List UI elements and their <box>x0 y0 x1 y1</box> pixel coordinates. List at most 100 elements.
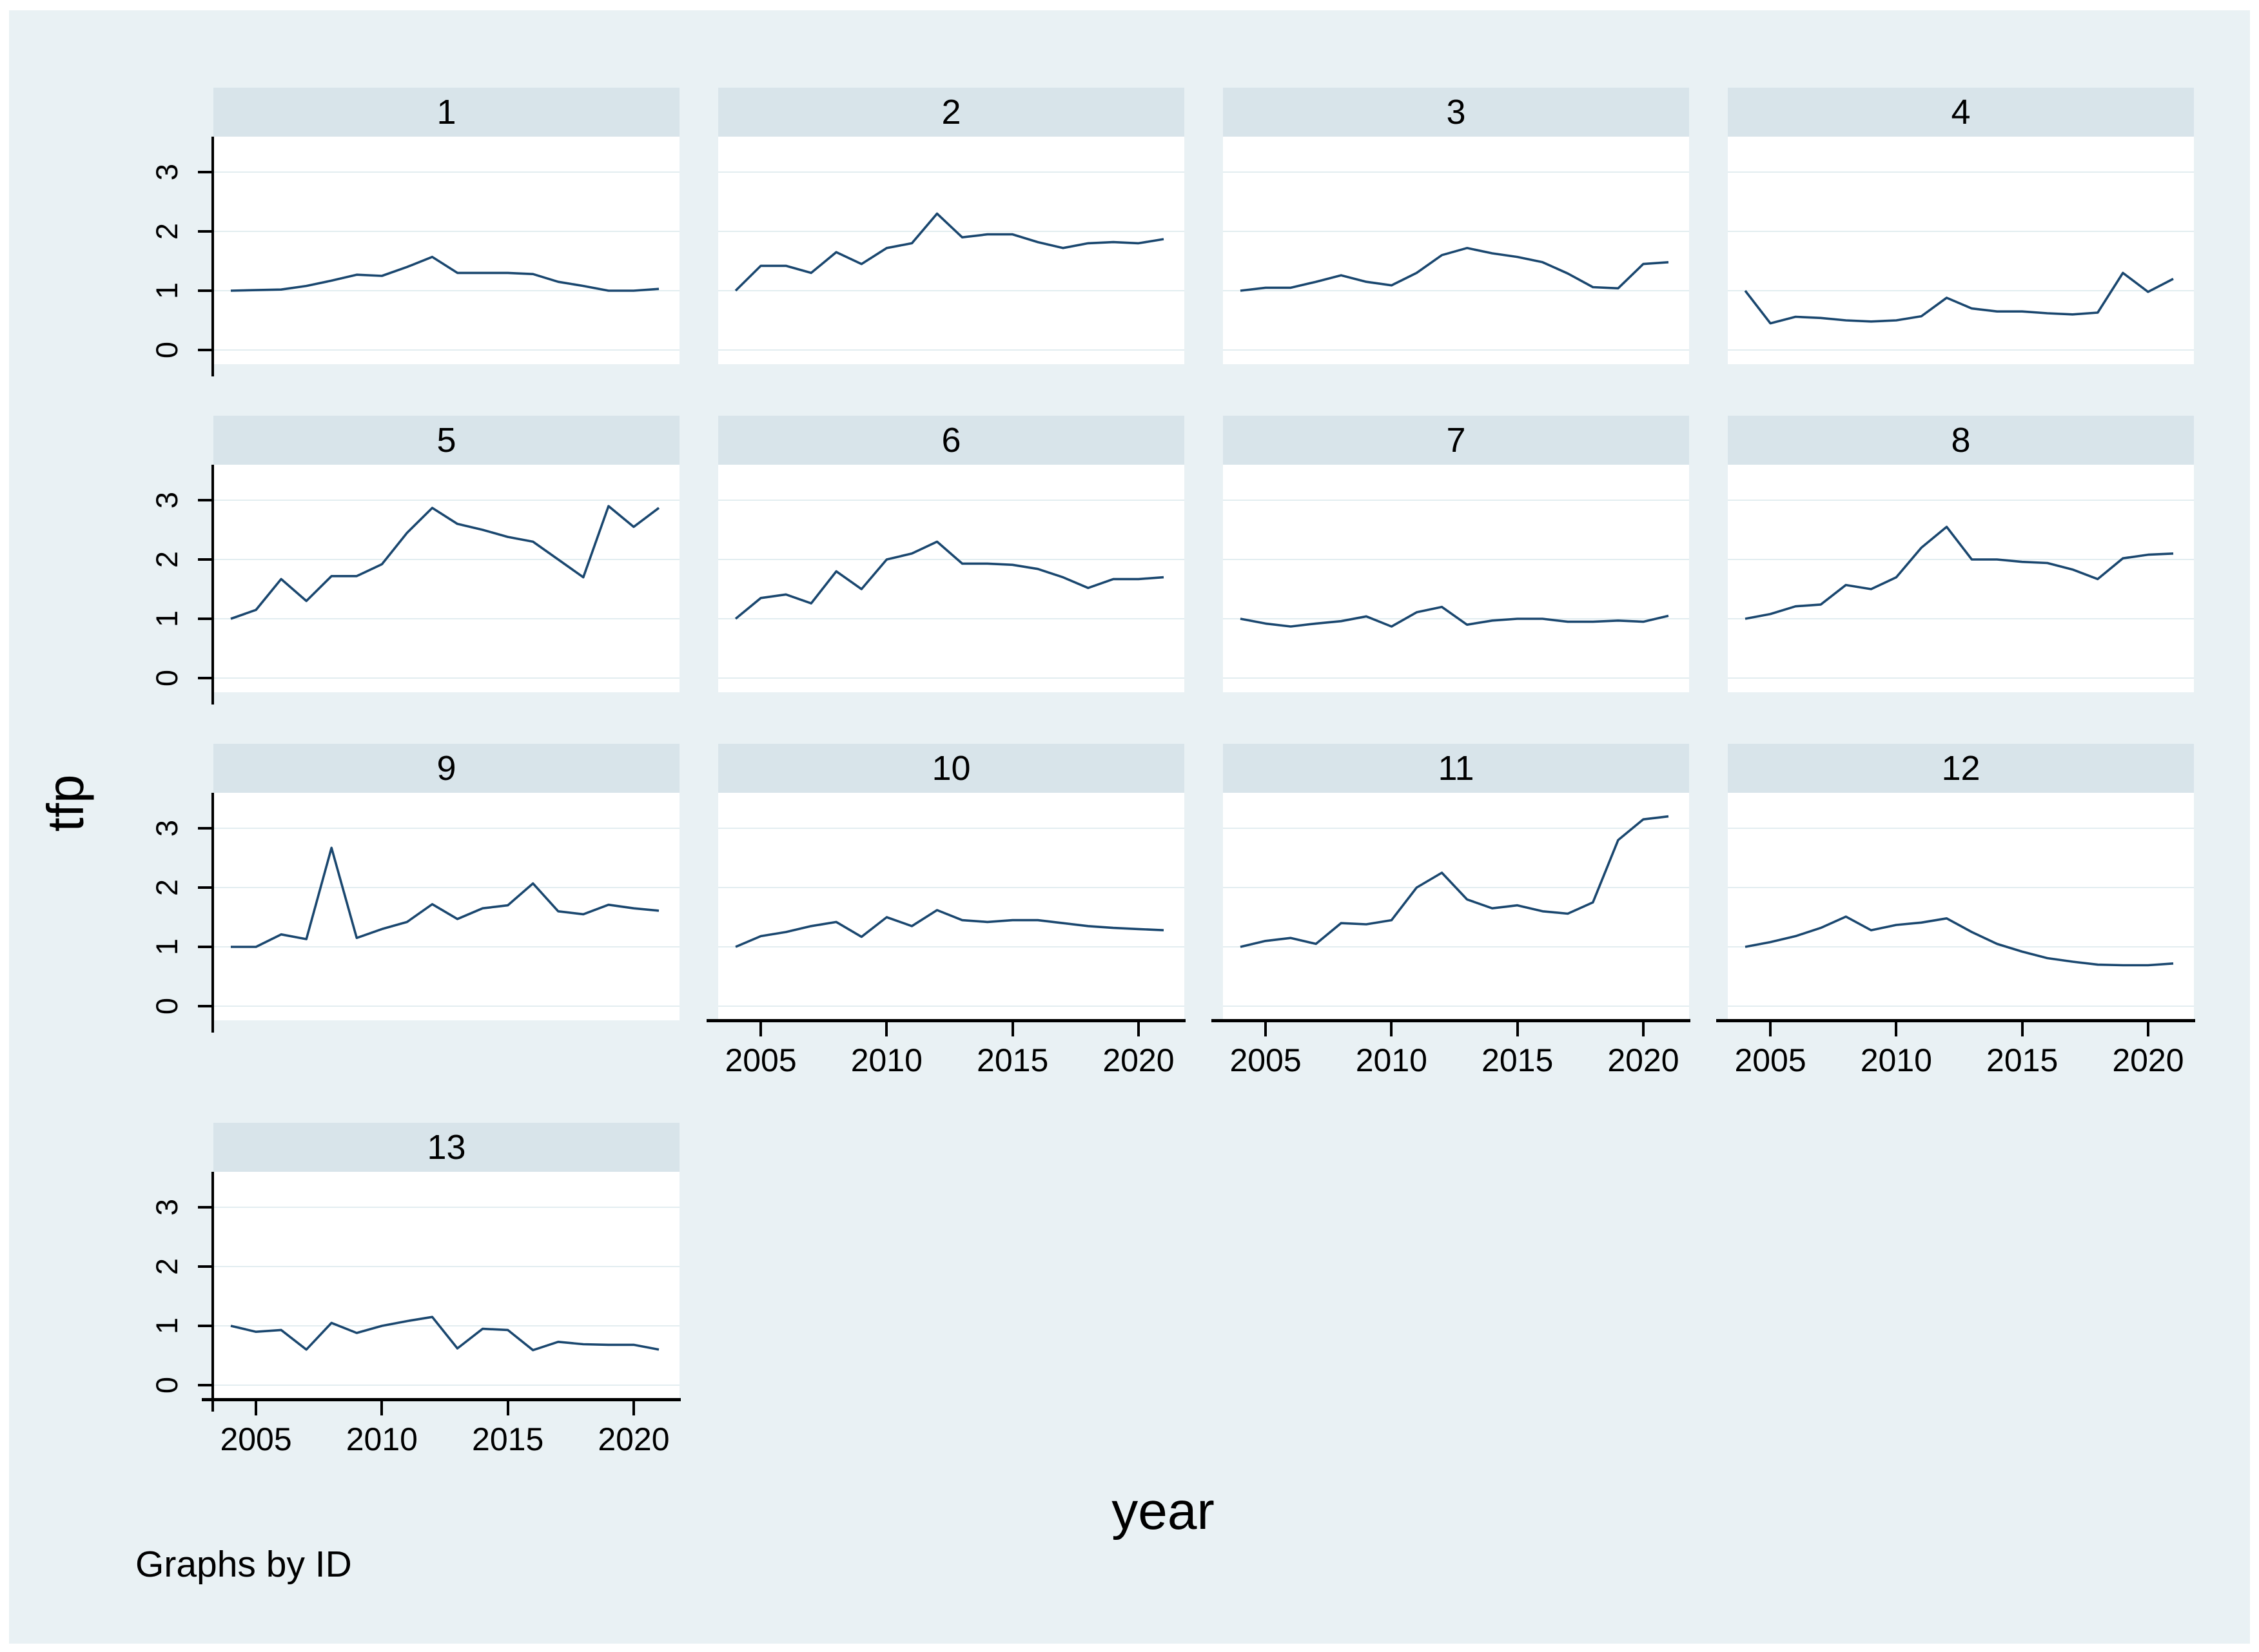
x-tick <box>1641 1022 1645 1036</box>
plot-area <box>213 137 680 364</box>
line-series-id-9 <box>231 846 660 948</box>
y-gridline <box>1223 946 1689 947</box>
y-tick <box>198 1384 212 1386</box>
panel-title-strip: 13 <box>213 1123 680 1172</box>
y-gridline <box>718 1006 1184 1007</box>
y-gridline <box>213 500 680 501</box>
line-series-id-12 <box>1745 915 2174 967</box>
y-tick <box>198 886 212 889</box>
panel-title-strip: 1 <box>213 88 680 137</box>
x-tick <box>1895 1022 1898 1036</box>
x-tick <box>380 1401 384 1415</box>
tfp-line-chart <box>1240 815 1669 948</box>
y-tick <box>198 1206 212 1209</box>
y-axis-line <box>211 793 214 1033</box>
tfp-line-chart <box>230 505 660 620</box>
y-tick <box>198 946 212 948</box>
y-tick <box>198 289 212 292</box>
y-gridline <box>213 290 680 291</box>
x-axis-line <box>707 1019 1186 1022</box>
x-tick <box>632 1401 635 1415</box>
y-gridline <box>1728 618 2194 619</box>
y-tick-label: 2 <box>150 550 184 568</box>
y-gridline <box>718 946 1184 947</box>
panel-title-strip: 6 <box>718 416 1184 465</box>
y-gridline <box>1728 290 2194 291</box>
y-gridline <box>1223 290 1689 291</box>
x-tick <box>1516 1022 1519 1036</box>
y-gridline <box>213 618 680 619</box>
y-gridline <box>213 349 680 351</box>
tfp-line-chart <box>1240 247 1669 292</box>
y-tick-label: 3 <box>150 1198 184 1216</box>
line-series-id-2 <box>734 212 1164 292</box>
x-tick-label: 2020 <box>2112 1042 2184 1078</box>
panel-9: 9 0 1 2 3 <box>150 744 680 1033</box>
y-gridline <box>1728 171 2194 173</box>
plot-area <box>718 465 1184 692</box>
y-gridline <box>718 887 1184 888</box>
y-gridline <box>1223 1006 1689 1007</box>
y-gridline <box>213 1266 680 1267</box>
x-tick-label: 2005 <box>1734 1042 1806 1078</box>
y-tick-label: 1 <box>150 282 184 300</box>
line-series-id-3 <box>1240 247 1669 292</box>
x-tick-label: 2005 <box>725 1042 797 1078</box>
y-gridline <box>1728 500 2194 501</box>
tfp-line-chart <box>1744 271 2174 325</box>
x-tick-label: 2015 <box>1986 1042 2059 1078</box>
y-gridline <box>1728 946 2194 947</box>
panel-12: 12 2005 2010 2015 2020 <box>1716 744 2195 1078</box>
y-gridline <box>213 1207 680 1208</box>
x-tick-label: 2020 <box>598 1421 670 1457</box>
x-axis-line <box>202 1398 681 1401</box>
y-gridline <box>213 677 680 679</box>
y-gridline <box>213 1325 680 1326</box>
x-axis-line <box>1211 1019 1690 1022</box>
plot-area <box>213 1172 680 1399</box>
x-tick <box>759 1022 763 1036</box>
plot-area <box>1728 137 2194 364</box>
y-gridline <box>1728 887 2194 888</box>
x-tick <box>885 1022 888 1036</box>
line-series-id-5 <box>230 505 660 620</box>
y-gridline <box>1223 500 1689 501</box>
y-tick <box>198 558 212 561</box>
panel-grid: 1 0 1 2 3 2 3 4 5 0 1 2 3 6 7 8 9 0 1 2 3 10 2005 2010 2015 2020 1… <box>150 88 2195 1493</box>
x-tick <box>1390 1022 1393 1036</box>
line-series-id-6 <box>734 540 1164 620</box>
panel-title-strip: 2 <box>718 88 1184 137</box>
y-gridline <box>1223 559 1689 560</box>
plot-area <box>1728 465 2194 692</box>
panel-title-strip: 11 <box>1223 744 1689 793</box>
plot-area <box>1223 137 1689 364</box>
x-tick <box>255 1401 258 1415</box>
y-gridline <box>213 1006 680 1007</box>
x-tick-label: 2005 <box>220 1421 292 1457</box>
x-tick-label: 2010 <box>346 1421 418 1457</box>
x-tick-label: 2010 <box>1355 1042 1427 1078</box>
x-tick <box>2020 1022 2024 1036</box>
panel-7: 7 <box>1223 416 1689 692</box>
y-gridline <box>213 946 680 947</box>
plot-area <box>213 793 680 1020</box>
y-gridline <box>1728 559 2194 560</box>
tfp-line-chart <box>230 1316 660 1352</box>
x-tick-label: 2010 <box>850 1042 923 1078</box>
y-tick-label: 0 <box>150 997 184 1015</box>
y-gridline <box>718 828 1184 829</box>
y-gridline <box>213 1385 680 1386</box>
line-series-id-10 <box>735 909 1164 948</box>
y-tick <box>198 1005 212 1007</box>
y-tick <box>198 677 212 679</box>
y-gridline <box>1728 828 2194 829</box>
panel-5: 5 0 1 2 3 <box>150 416 680 705</box>
y-gridline <box>718 677 1184 679</box>
y-axis-line <box>211 1172 214 1412</box>
y-tick <box>198 827 212 830</box>
tfp-line-chart <box>735 909 1164 948</box>
y-gridline <box>1728 231 2194 232</box>
x-tick <box>1011 1022 1014 1036</box>
panel-8: 8 <box>1728 416 2194 692</box>
